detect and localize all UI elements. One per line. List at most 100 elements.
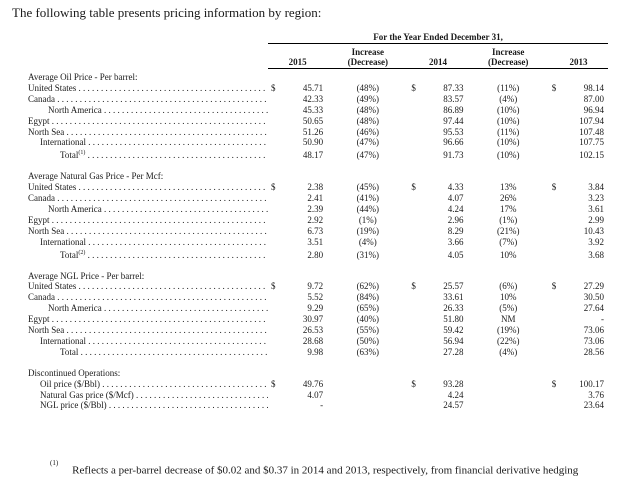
value-2015: 6.73 — [307, 225, 324, 236]
row-label-text: International — [40, 236, 86, 247]
value-2014: 83.57 — [443, 93, 464, 104]
dollar-sign — [268, 248, 278, 261]
value-2015: 9.72 — [307, 281, 324, 292]
value-2015: 45.71 — [302, 82, 324, 93]
row-label: United States — [28, 83, 268, 94]
row-label-text: North America — [48, 104, 102, 115]
table-row: International 28.68 (50%) 56.94 (22%) 73.06 — [28, 336, 608, 347]
table-row: International 50.90 (47%) 96.66 (10%) 107.75 — [28, 137, 608, 148]
dollar-sign — [549, 137, 559, 148]
dollar-sign: $ — [551, 82, 557, 93]
dollar-sign: $ — [411, 378, 416, 389]
value-2013: 107.94 — [579, 115, 604, 126]
table-row: Canada 2.41 (41%) 4.07 26% 3.23 — [28, 193, 608, 204]
section-title: Average Oil Price - Per barrel: — [28, 72, 138, 82]
change-2014-vs-2013: 26% — [499, 193, 517, 204]
row-label-cell: Canada — [28, 94, 268, 105]
value-2015: 50.65 — [302, 115, 324, 126]
value-2013: 3.92 — [588, 236, 604, 247]
dollar-sign — [549, 116, 559, 127]
section-title-row: Discontinued Operations: — [28, 365, 608, 379]
dollar-sign: $ — [551, 281, 557, 292]
value-2014: 25.57 — [443, 281, 464, 292]
value-2014: 91.73 — [443, 150, 464, 161]
dollar-sign — [549, 94, 559, 105]
table-row: North Sea 51.26 (46%) 95.53 (11%) 107.48 — [28, 127, 608, 138]
dollar-sign — [409, 94, 419, 105]
row-label-text: Total — [60, 249, 79, 260]
row-label-text: North Sea — [28, 325, 65, 336]
dollar-sign — [549, 292, 559, 303]
value-2015: 4.07 — [307, 389, 324, 400]
section-title: Average Natural Gas Price - Per Mcf: — [28, 171, 164, 182]
change-2015-vs-2014 — [327, 390, 408, 401]
section-title-row: Average Natural Gas Price - Per Mcf: — [28, 168, 608, 182]
change-2015-vs-2014: (1%) — [358, 214, 377, 225]
period-header-row: For the Year Ended December 31, — [28, 31, 608, 44]
value-2015: 26.53 — [302, 325, 324, 336]
row-label-text: International — [40, 335, 86, 346]
change-2014-vs-2013: 10% — [499, 292, 517, 303]
col-change-2015-header: Increase (Decrease) — [327, 43, 409, 69]
value-2013: 3.76 — [588, 389, 604, 400]
change-2015-vs-2014: (62%) — [356, 281, 380, 292]
row-label-cell: Total — [28, 347, 268, 358]
dollar-sign — [409, 314, 419, 325]
row-label-cell: Canada — [28, 193, 268, 204]
row-label: Egypt — [28, 314, 268, 325]
section-title-row: Average NGL Price - Per barrel: — [28, 268, 608, 282]
dollar-sign — [409, 248, 419, 261]
dollar-sign — [549, 248, 559, 261]
dollar-sign — [268, 390, 278, 401]
table-body: Average Oil Price - Per barrel: United St… — [28, 69, 608, 412]
change-2015-vs-2014: (55%) — [356, 325, 380, 336]
dollar-sign — [268, 303, 278, 314]
table-row: United States $2.38 (45%) $4.33 13% $3.84 — [28, 182, 608, 193]
dollar-sign — [268, 215, 278, 226]
row-label-text: Oil price ($/Bbl) — [40, 378, 100, 389]
dollar-sign — [409, 237, 419, 248]
change-2015-vs-2014: (50%) — [356, 335, 380, 346]
change-2014-vs-2013: 13% — [499, 182, 517, 193]
value-2013: 30.50 — [583, 292, 604, 303]
value-2015: 3.51 — [307, 236, 324, 247]
row-label: Total(2) — [28, 248, 268, 261]
change-2014-vs-2013: (10%) — [496, 104, 520, 115]
row-label: Canada — [28, 292, 268, 303]
column-header-row: 2015 Increase (Decrease) 2014 Increase (De… — [28, 43, 608, 69]
table-row: Egypt 50.65 (48%) 97.44 (10%) 107.94 — [28, 116, 608, 127]
dollar-sign: $ — [270, 182, 276, 193]
change-2014-vs-2013 — [468, 400, 549, 411]
dollar-sign — [549, 215, 559, 226]
dollar-sign — [409, 105, 419, 116]
dollar-sign — [409, 226, 419, 237]
dollar-sign — [409, 336, 419, 347]
change-2014-vs-2013: 10% — [499, 249, 517, 260]
value-2015: 2.39 — [307, 203, 324, 214]
value-2015: 2.92 — [307, 214, 324, 225]
row-label-text: Total — [60, 346, 79, 357]
value-2014: 96.66 — [443, 137, 464, 148]
change-2015-vs-2014: (49%) — [356, 93, 380, 104]
dollar-sign — [268, 127, 278, 138]
value-2013: 3.61 — [588, 203, 604, 214]
dollar-sign — [268, 137, 278, 148]
change-2015-vs-2014: (41%) — [356, 193, 380, 204]
change-2015-vs-2014: (84%) — [356, 292, 380, 303]
value-2014: 87.33 — [443, 82, 464, 93]
value-2015: 42.33 — [302, 93, 324, 104]
value-2013: 27.64 — [583, 303, 604, 314]
value-2014: 93.28 — [443, 378, 464, 389]
change-2015-vs-2014: (31%) — [356, 249, 380, 260]
row-label-cell: Oil price ($/Bbl) — [28, 379, 268, 390]
dollar-sign: $ — [270, 378, 276, 389]
row-label-cell: North America — [28, 303, 268, 314]
row-label-cell: North America — [28, 204, 268, 215]
change-2014-vs-2013: (10%) — [496, 150, 520, 161]
row-label: North Sea — [28, 325, 268, 336]
row-label-cell: United States — [28, 182, 268, 193]
dollar-sign — [549, 314, 559, 325]
row-label-cell: NGL price ($/Bbl) — [28, 400, 268, 411]
change-2014-vs-2013: (7%) — [499, 236, 518, 247]
value-2013: 98.14 — [583, 82, 604, 93]
